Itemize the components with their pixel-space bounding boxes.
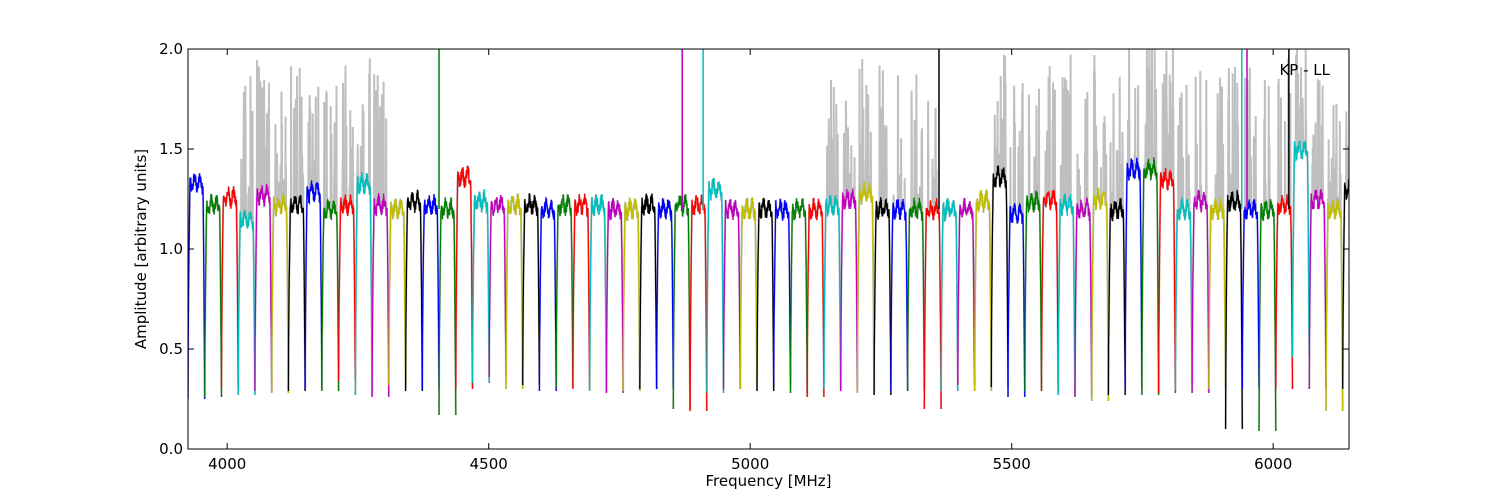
channel-series bbox=[572, 193, 591, 390]
channel-series bbox=[421, 194, 440, 390]
channel-series bbox=[923, 198, 942, 410]
channel-series bbox=[1007, 203, 1026, 398]
channel-series bbox=[1258, 199, 1277, 432]
channel-series bbox=[1040, 188, 1059, 392]
channel-series bbox=[655, 198, 674, 390]
channel-series bbox=[739, 197, 758, 390]
channel-series bbox=[1291, 140, 1310, 358]
channel-series bbox=[873, 197, 892, 396]
channel-series bbox=[287, 194, 306, 392]
channel-series bbox=[806, 197, 825, 398]
channel-series bbox=[1107, 198, 1126, 396]
y-axis-label: Amplitude [arbitrary units] bbox=[132, 149, 150, 349]
channel-series bbox=[856, 181, 875, 394]
channel-series bbox=[471, 189, 490, 384]
y-tick-label: 2.0 bbox=[159, 40, 183, 58]
channel-series bbox=[254, 183, 273, 392]
background-series bbox=[371, 74, 390, 398]
channel-series bbox=[522, 193, 541, 386]
y-tick-label: 1.5 bbox=[159, 140, 183, 158]
y-tick-label: 1.0 bbox=[159, 240, 183, 258]
y-axis: 0.0 0.5 1.0 1.5 2.0 bbox=[159, 40, 1349, 458]
channel-series bbox=[1224, 189, 1243, 430]
channel-series bbox=[1174, 197, 1193, 392]
channel-series bbox=[1275, 194, 1294, 390]
channel-series bbox=[304, 180, 323, 390]
channel-series bbox=[890, 198, 909, 392]
x-tick-label: 6000 bbox=[1254, 455, 1292, 473]
channel-series bbox=[321, 198, 340, 392]
channel-series bbox=[756, 197, 775, 392]
y-tick-label: 0.5 bbox=[159, 340, 183, 358]
channel-series bbox=[555, 194, 574, 388]
channel-series bbox=[722, 199, 741, 390]
channel-series bbox=[1191, 189, 1210, 394]
x-tick-label: 5000 bbox=[731, 455, 769, 473]
x-tick-label: 4500 bbox=[470, 455, 508, 473]
channel-series bbox=[1308, 188, 1327, 390]
channel-series bbox=[204, 193, 223, 398]
channel-series bbox=[1325, 198, 1344, 412]
channel-series bbox=[455, 165, 474, 390]
channel-series bbox=[1074, 197, 1093, 398]
channel-series bbox=[388, 198, 407, 386]
channel-series bbox=[840, 187, 859, 392]
channel-series bbox=[505, 193, 524, 390]
channel-series bbox=[271, 193, 290, 394]
channel-series bbox=[1208, 197, 1227, 390]
y-tick-label: 0.0 bbox=[159, 440, 183, 458]
x-tick-label: 5500 bbox=[993, 455, 1031, 473]
channel-series bbox=[337, 194, 357, 382]
x-tick-label: 4000 bbox=[208, 455, 246, 473]
channel-series bbox=[622, 197, 641, 392]
channel-series bbox=[588, 194, 608, 392]
channel-series bbox=[689, 194, 708, 412]
chart-annotation: KP - LL bbox=[1279, 61, 1330, 79]
channel-series bbox=[371, 193, 390, 398]
channel-series bbox=[438, 197, 457, 416]
x-axis: 4000 4500 5000 5500 6000 bbox=[208, 49, 1292, 473]
channel-series bbox=[1342, 179, 1349, 390]
channel-series bbox=[773, 198, 792, 386]
channel-series bbox=[1057, 193, 1076, 396]
channel-series bbox=[1157, 167, 1177, 394]
background-series bbox=[1107, 76, 1127, 396]
x-axis-label: Frequency [MHz] bbox=[705, 472, 831, 490]
channel-series bbox=[1024, 190, 1043, 392]
channel-series bbox=[220, 186, 239, 388]
channel-series bbox=[404, 189, 423, 392]
channel-series bbox=[973, 189, 992, 392]
channel-series bbox=[488, 195, 507, 378]
channel-series bbox=[1124, 157, 1143, 390]
channel-series bbox=[789, 198, 808, 394]
channel-series bbox=[823, 195, 842, 390]
channel-series-layer bbox=[188, 49, 1349, 432]
channel-series bbox=[940, 197, 959, 392]
channel-series bbox=[1241, 199, 1260, 390]
channel-series bbox=[1091, 187, 1110, 402]
channel-series bbox=[354, 171, 373, 396]
channel-series bbox=[1141, 157, 1160, 396]
channel-series bbox=[605, 197, 624, 394]
channel-series bbox=[538, 196, 557, 392]
channel-series bbox=[906, 197, 925, 392]
channel-series bbox=[706, 177, 725, 394]
channel-series bbox=[990, 165, 1009, 388]
channel-series bbox=[237, 209, 256, 396]
channel-series bbox=[672, 194, 691, 410]
channel-series bbox=[188, 173, 206, 400]
channel-series bbox=[957, 197, 976, 386]
channel-series bbox=[639, 193, 658, 390]
